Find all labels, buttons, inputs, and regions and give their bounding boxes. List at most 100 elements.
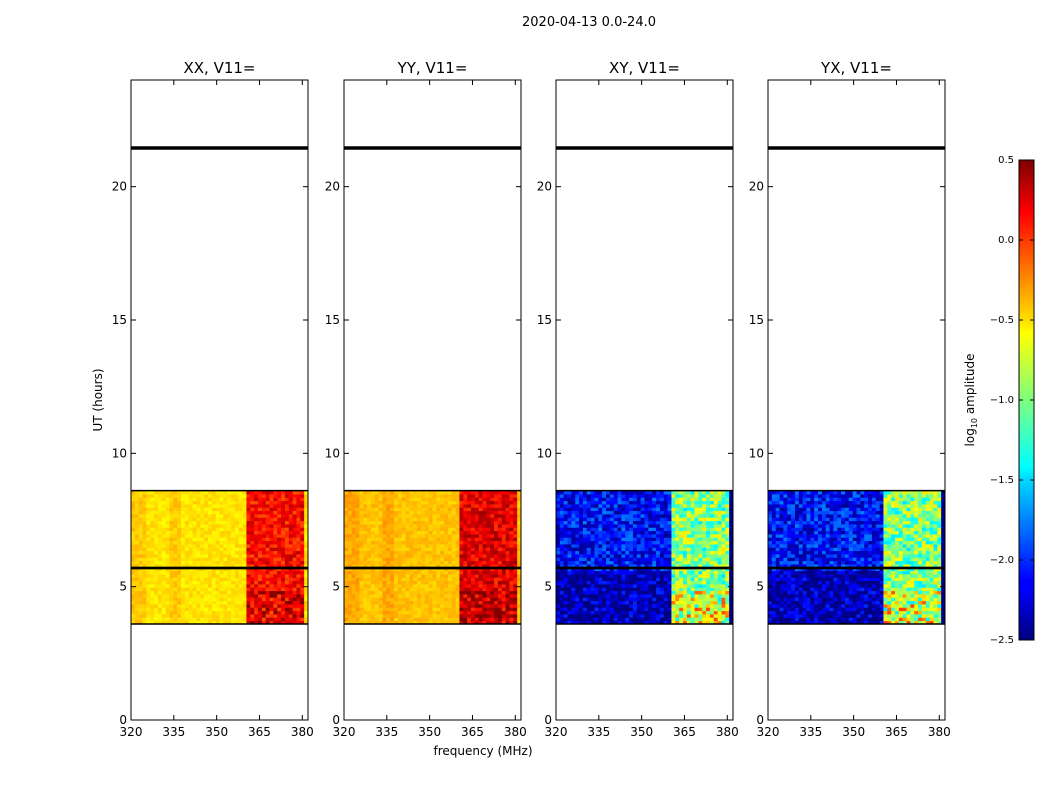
heatmap-cell [501, 537, 507, 542]
heatmap-cell [254, 610, 259, 615]
heatmap-cell [567, 610, 572, 615]
heatmap-cell [196, 560, 201, 565]
heatmap-cell [694, 560, 699, 565]
heatmap-cell [284, 540, 290, 545]
heatmap-cell [648, 537, 653, 542]
heatmap-cell [204, 554, 209, 558]
heatmap-cell [370, 510, 376, 515]
heatmap-cell [486, 607, 491, 612]
heatmap-cell [138, 534, 143, 538]
heatmap-cell [184, 544, 190, 548]
heatmap-cell [134, 607, 140, 612]
heatmap-cell [200, 490, 205, 495]
heatmap-cell [378, 590, 383, 595]
heatmap-cell [288, 530, 294, 535]
heatmap-cell [636, 597, 642, 602]
heatmap-cell [238, 604, 243, 608]
heatmap-cell [590, 597, 595, 602]
heatmap-cell [709, 537, 715, 542]
heatmap-cell [288, 560, 294, 565]
heatmap-cell [177, 537, 182, 542]
heatmap-cell [486, 527, 491, 532]
heatmap-cell [359, 604, 364, 608]
heatmap-cell [250, 544, 255, 548]
heatmap-cell [590, 534, 595, 538]
heatmap-cell [165, 594, 170, 598]
heatmap-cell [173, 557, 178, 562]
heatmap-cell [424, 554, 430, 558]
heatmap-cell [470, 564, 476, 568]
heatmap-cell [223, 554, 228, 558]
heatmap-cell [188, 577, 193, 582]
heatmap-cell [444, 507, 449, 512]
heatmap-cell [351, 607, 356, 612]
heatmap-cell [656, 574, 661, 578]
heatmap-cell [165, 540, 170, 545]
heatmap-cell [420, 510, 426, 515]
heatmap-cell [556, 600, 561, 605]
heatmap-cell [582, 600, 588, 605]
heatmap-cell [432, 504, 437, 508]
heatmap-cell [505, 494, 510, 498]
heatmap-cell [238, 530, 243, 535]
heatmap-cell [482, 600, 487, 605]
heatmap-cell [505, 554, 510, 558]
heatmap-cell [207, 620, 213, 625]
heatmap-cell [594, 617, 599, 622]
heatmap-cell [207, 617, 213, 622]
x-tick-label: 365 [248, 725, 271, 739]
heatmap-cell [648, 617, 653, 622]
heatmap-cell [575, 550, 580, 555]
heatmap-cell [154, 517, 159, 522]
heatmap-cell [269, 507, 274, 512]
heatmap-cell [428, 617, 433, 622]
heatmap-cell [494, 520, 499, 525]
heatmap-cell [370, 597, 376, 602]
heatmap-cell [370, 537, 376, 542]
heatmap-cell [420, 594, 426, 598]
heatmap-cell [609, 620, 615, 625]
heatmap-cell [609, 597, 615, 602]
heatmap-cell [428, 527, 433, 532]
heatmap-cell [238, 574, 243, 578]
heatmap-cell [273, 500, 278, 505]
heatmap-cell [706, 570, 711, 575]
heatmap-cell [231, 604, 236, 608]
heatmap-cell [355, 594, 360, 598]
heatmap-cell [215, 507, 220, 512]
heatmap-cell [413, 584, 418, 588]
heatmap-cell [261, 620, 267, 625]
heatmap-cell [563, 554, 568, 558]
heatmap-cell [632, 540, 638, 545]
heatmap-cell [463, 510, 468, 515]
heatmap-cell [609, 554, 615, 558]
heatmap-cell [169, 514, 174, 518]
heatmap-cell [223, 587, 228, 592]
heatmap-cell [582, 614, 588, 618]
heatmap-cell [192, 554, 197, 558]
heatmap-cell [351, 610, 356, 615]
heatmap-cell [444, 514, 449, 518]
heatmap-cell [613, 614, 618, 618]
heatmap-cell [134, 497, 140, 502]
heatmap-cell [227, 614, 232, 618]
heatmap-cell [177, 564, 182, 568]
heatmap-cell [459, 510, 464, 515]
heatmap-cell [444, 524, 449, 528]
heatmap-cell [420, 507, 426, 512]
heatmap-cell [579, 587, 584, 592]
heatmap-cell [517, 507, 522, 512]
heatmap-cell [173, 587, 178, 592]
heatmap-cell [386, 597, 391, 602]
heatmap-cell [344, 570, 349, 575]
heatmap-cell [436, 600, 441, 605]
heatmap-cell [436, 620, 441, 625]
heatmap-cell [200, 607, 205, 612]
heatmap-cell [621, 594, 626, 598]
heatmap-cell [173, 520, 178, 525]
heatmap-cell [296, 507, 301, 512]
heatmap-cell [420, 597, 426, 602]
heatmap-cell [359, 507, 364, 512]
heatmap-cell [559, 607, 565, 612]
heatmap-cell [617, 590, 622, 595]
